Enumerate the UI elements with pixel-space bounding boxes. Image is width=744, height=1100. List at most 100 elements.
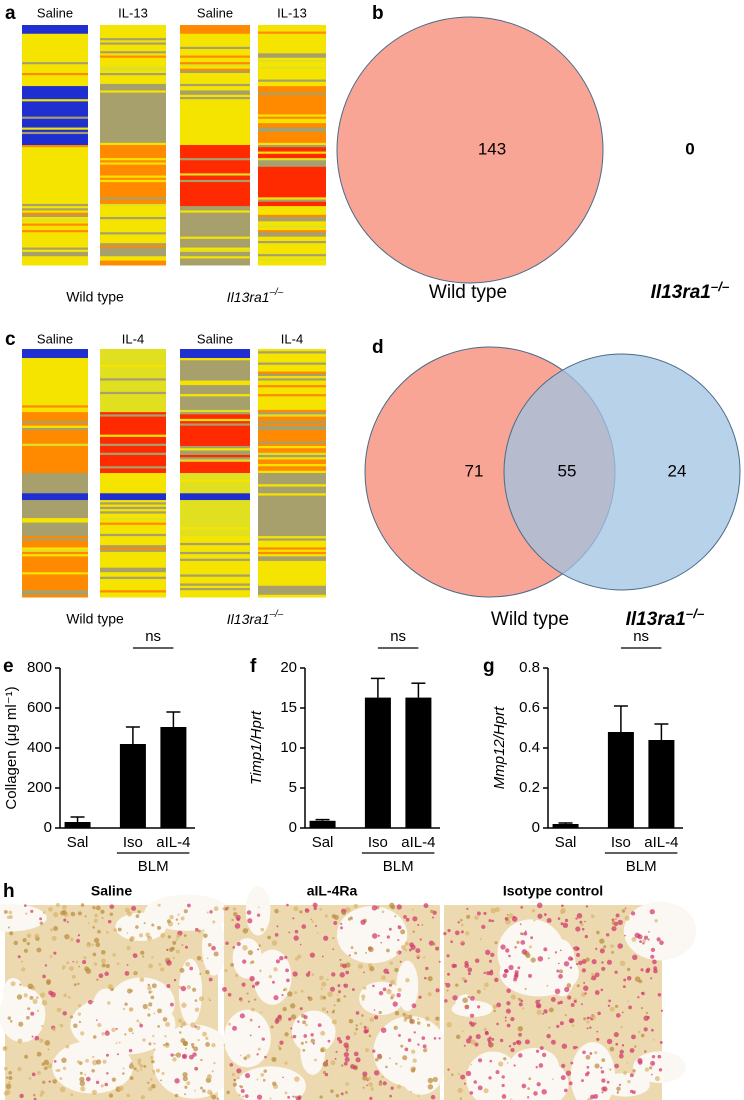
heatmap-row bbox=[100, 545, 166, 548]
heatmap-row bbox=[258, 247, 326, 251]
stain bbox=[165, 1042, 169, 1046]
heatmap-row bbox=[180, 182, 250, 185]
stain bbox=[506, 1023, 511, 1028]
stain bbox=[517, 1025, 523, 1032]
stain bbox=[111, 1077, 117, 1082]
heatmap-row bbox=[22, 369, 88, 373]
heatmap-row bbox=[258, 173, 326, 177]
stain bbox=[510, 994, 516, 1000]
stain bbox=[181, 1002, 187, 1008]
stain bbox=[619, 960, 626, 967]
stain bbox=[157, 925, 162, 930]
stain bbox=[321, 955, 324, 958]
stain bbox=[360, 919, 366, 925]
stain bbox=[596, 1030, 599, 1033]
bar bbox=[552, 824, 579, 828]
heatmap-row bbox=[180, 360, 250, 364]
stain bbox=[313, 906, 317, 911]
heatmap-row bbox=[258, 116, 326, 120]
heatmap-row bbox=[22, 470, 88, 474]
stain bbox=[345, 1049, 349, 1052]
heatmap-row bbox=[22, 515, 88, 519]
stain bbox=[138, 933, 144, 938]
stain bbox=[541, 1089, 547, 1095]
stain bbox=[476, 989, 481, 994]
x-tick-label: Iso bbox=[611, 834, 631, 851]
heatmap-row bbox=[100, 175, 166, 179]
heatmap-row bbox=[258, 594, 326, 598]
stain bbox=[3, 909, 8, 914]
heatmap-row bbox=[180, 59, 250, 63]
group-label: Wild type bbox=[66, 611, 124, 627]
heatmap-row bbox=[258, 51, 326, 54]
stain bbox=[263, 1069, 267, 1073]
heatmap-row bbox=[100, 142, 166, 146]
stain bbox=[637, 996, 640, 999]
heatmap-row bbox=[258, 195, 326, 198]
venn-count: 24 bbox=[668, 461, 687, 480]
heatmap-row bbox=[258, 506, 326, 510]
heatmap-row bbox=[22, 247, 88, 251]
stain bbox=[629, 1048, 635, 1053]
stain bbox=[403, 1013, 409, 1020]
stain bbox=[355, 1027, 359, 1031]
heatmap-row bbox=[258, 400, 326, 404]
heatmap-row bbox=[22, 414, 88, 418]
stain bbox=[614, 1063, 619, 1069]
stain bbox=[385, 1065, 388, 1069]
stain bbox=[205, 969, 210, 975]
stain bbox=[148, 1002, 153, 1007]
heatmap-row bbox=[22, 232, 88, 235]
stain bbox=[417, 1043, 420, 1046]
stain bbox=[425, 1048, 428, 1051]
stain bbox=[653, 966, 658, 971]
stain bbox=[348, 1019, 354, 1024]
heatmap-row bbox=[100, 421, 166, 424]
stain bbox=[504, 1019, 507, 1022]
stain bbox=[386, 935, 390, 939]
stain bbox=[521, 949, 528, 955]
heatmap-row bbox=[22, 251, 88, 255]
heatmap-row bbox=[22, 581, 88, 584]
heatmap-row bbox=[180, 450, 250, 454]
heatmap-row bbox=[258, 466, 326, 469]
heatmap-row bbox=[22, 123, 88, 126]
heatmap-row bbox=[258, 454, 326, 458]
stain bbox=[582, 1050, 586, 1055]
heatmap-row bbox=[258, 500, 326, 503]
heatmap-row bbox=[180, 186, 250, 190]
stain bbox=[270, 1025, 274, 1029]
stain bbox=[34, 933, 40, 939]
stain bbox=[226, 906, 230, 910]
stain bbox=[609, 1046, 615, 1052]
heatmap-row bbox=[100, 443, 166, 447]
heatmap-row bbox=[180, 88, 250, 91]
stain bbox=[567, 995, 572, 1000]
stain bbox=[495, 1070, 500, 1075]
stain bbox=[412, 1058, 417, 1063]
heatmap-row bbox=[258, 179, 326, 183]
heatmap-row bbox=[100, 206, 166, 209]
heatmap-row bbox=[100, 162, 166, 166]
stain bbox=[151, 1083, 156, 1089]
stain bbox=[106, 1072, 109, 1075]
heatmap-row bbox=[100, 427, 166, 431]
heatmap-row bbox=[258, 79, 326, 83]
heatmap-row bbox=[22, 355, 88, 359]
stain bbox=[586, 1027, 589, 1030]
heatmap-row bbox=[22, 367, 88, 370]
heatmap-row bbox=[100, 524, 166, 528]
heatmap-row bbox=[180, 70, 250, 74]
stain bbox=[66, 961, 70, 965]
stain bbox=[190, 1043, 195, 1047]
gene: Il13ra1 bbox=[651, 282, 711, 303]
stain bbox=[213, 951, 219, 957]
heatmap-row bbox=[100, 378, 166, 382]
stain bbox=[517, 966, 521, 970]
stain bbox=[137, 1058, 142, 1063]
stain bbox=[304, 908, 310, 913]
heatmap-row bbox=[258, 121, 326, 124]
heatmap-row bbox=[22, 201, 88, 205]
stain bbox=[530, 936, 534, 940]
stain bbox=[355, 1011, 360, 1015]
